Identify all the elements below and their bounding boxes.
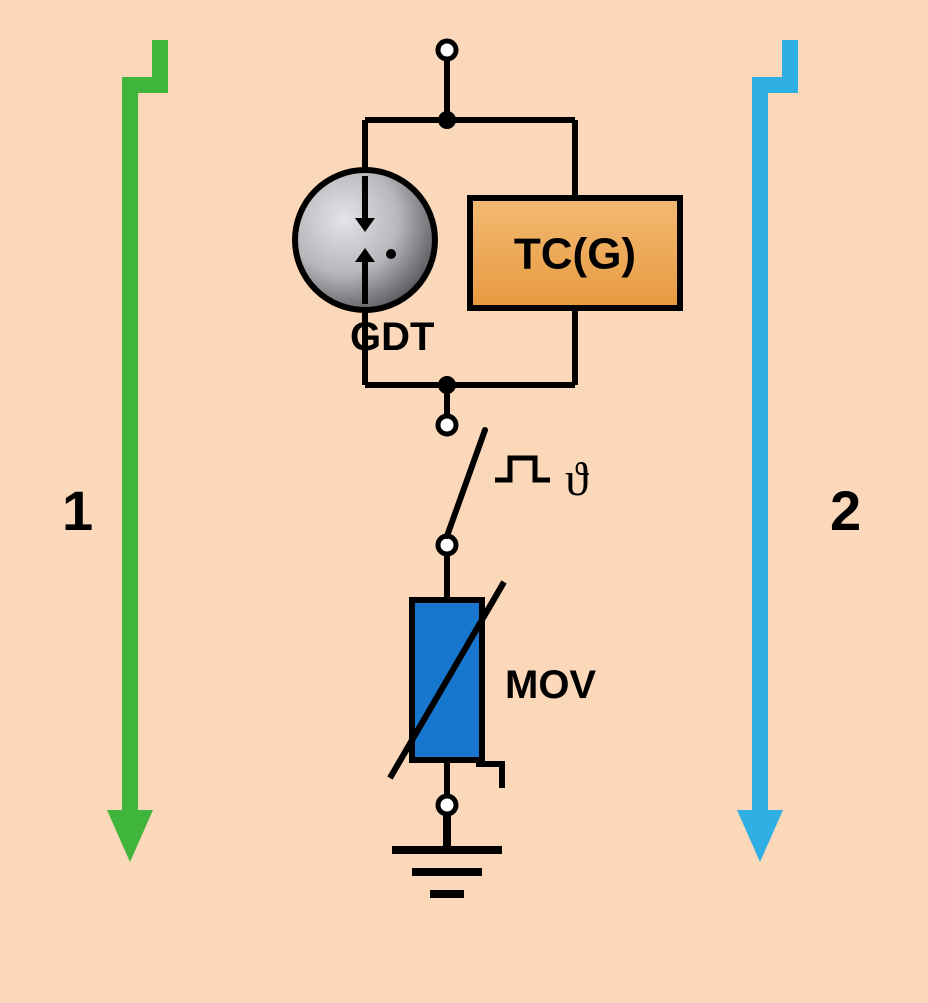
junction-top <box>438 111 456 129</box>
mov-label: MOV <box>505 663 596 707</box>
gdt-symbol <box>295 170 435 310</box>
switch-terminal-top <box>438 416 456 434</box>
left-arrow-label: 1 <box>62 479 93 542</box>
terminal-top <box>438 41 456 59</box>
right-arrow-label: 2 <box>830 479 861 542</box>
terminal-bottom <box>438 796 456 814</box>
gdt-label: GDT <box>350 315 434 359</box>
schematic-canvas: 1 2 GDT TC(G) ϑ MOV <box>0 0 928 1003</box>
switch-theta-label: ϑ <box>565 453 589 506</box>
tcg-label: TC(G) <box>514 229 636 278</box>
